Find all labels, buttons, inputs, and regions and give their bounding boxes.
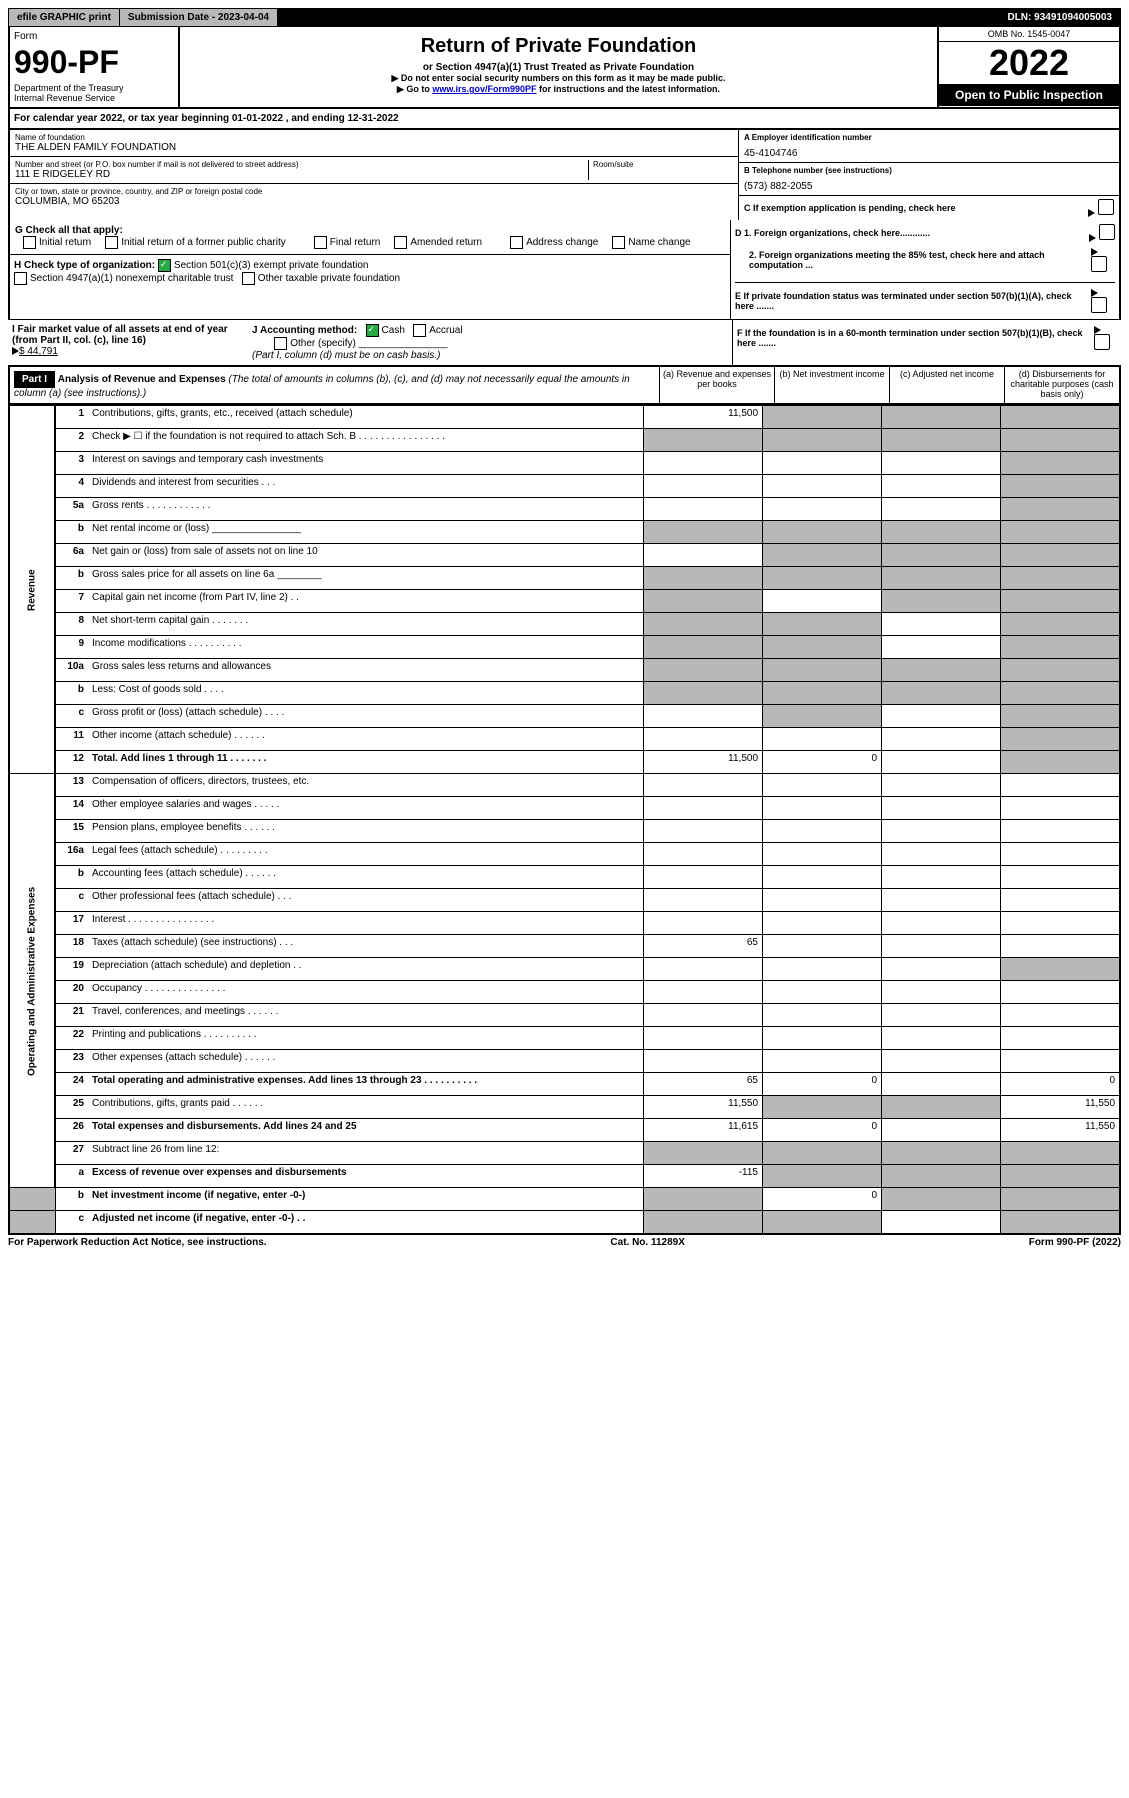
row-2: 2Check ▶ ☐ if the foundation is not requ…	[9, 429, 1120, 452]
row-14: 14Other employee salaries and wages . . …	[9, 797, 1120, 820]
checkbox-other-tax[interactable]	[242, 272, 255, 285]
part1-label: Part I	[14, 371, 55, 388]
row-10a: 10aGross sales less returns and allowanc…	[9, 659, 1120, 682]
row-12: 12Total. Add lines 1 through 11 . . . . …	[9, 751, 1120, 774]
row-6a: 6aNet gain or (loss) from sale of assets…	[9, 544, 1120, 567]
row-7: 7Capital gain net income (from Part IV, …	[9, 590, 1120, 613]
checkbox-c[interactable]	[1098, 199, 1114, 215]
row-13: Operating and Administrative Expenses13C…	[9, 774, 1120, 797]
checkbox-address[interactable]	[510, 236, 523, 249]
checkbox-f[interactable]	[1094, 334, 1110, 350]
checkbox-initial-former[interactable]	[105, 236, 118, 249]
address: Number and street (or P.O. box number if…	[10, 157, 738, 184]
row-10b: bLess: Cost of goods sold . . . .	[9, 682, 1120, 705]
checkbox-e[interactable]	[1091, 297, 1107, 313]
section-ij: I Fair market value of all assets at end…	[8, 320, 1121, 367]
row-21: 21Travel, conferences, and meetings . . …	[9, 1004, 1120, 1027]
row-25: 25Contributions, gifts, grants paid . . …	[9, 1096, 1120, 1119]
city-state: City or town, state or province, country…	[10, 184, 738, 210]
omb-number: OMB No. 1545-0047	[939, 27, 1119, 42]
revenue-label: Revenue	[9, 406, 55, 774]
row-22: 22Printing and publications . . . . . . …	[9, 1027, 1120, 1050]
submission-date: Submission Date - 2023-04-04	[120, 9, 278, 26]
telephone: B Telephone number (see instructions) (5…	[739, 163, 1119, 196]
row-9: 9Income modifications . . . . . . . . . …	[9, 636, 1120, 659]
arrow-icon	[1088, 209, 1095, 217]
checkbox-cash[interactable]	[366, 324, 379, 337]
row-16c: cOther professional fees (attach schedul…	[9, 889, 1120, 912]
row-26: 26Total expenses and disbursements. Add …	[9, 1119, 1120, 1142]
calendar-year: For calendar year 2022, or tax year begi…	[8, 109, 1121, 130]
irs-label: Internal Revenue Service	[14, 93, 174, 103]
line-f: F If the foundation is in a 60-month ter…	[737, 324, 1117, 352]
form-subtitle: or Section 4947(a)(1) Trust Treated as P…	[184, 62, 933, 73]
line-e: E If private foundation status was termi…	[735, 282, 1115, 315]
dln: DLN: 93491094005003	[999, 9, 1120, 26]
footer: For Paperwork Reduction Act Notice, see …	[8, 1237, 1121, 1248]
checkbox-501c3[interactable]	[158, 259, 171, 272]
row-16a: 16aLegal fees (attach schedule) . . . . …	[9, 843, 1120, 866]
part1-header: Part I Analysis of Revenue and Expenses …	[8, 367, 1121, 405]
row-1: Revenue1Contributions, gifts, grants, et…	[9, 406, 1120, 429]
checkbox-4947[interactable]	[14, 272, 27, 285]
row-24: 24Total operating and administrative exp…	[9, 1073, 1120, 1096]
row-10c: cGross profit or (loss) (attach schedule…	[9, 705, 1120, 728]
dept-treasury: Department of the Treasury	[14, 83, 174, 93]
row-17: 17Interest . . . . . . . . . . . . . . .…	[9, 912, 1120, 935]
section-g: G Check all that apply: Initial return I…	[10, 220, 730, 255]
col-a: (a) Revenue and expenses per books	[659, 367, 774, 403]
foundation-name: Name of foundation THE ALDEN FAMILY FOUN…	[10, 130, 738, 157]
row-3: 3Interest on savings and temporary cash …	[9, 452, 1120, 475]
checkbox-amended[interactable]	[394, 236, 407, 249]
row-8: 8Net short-term capital gain . . . . . .…	[9, 613, 1120, 636]
row-27c: cAdjusted net income (if negative, enter…	[9, 1211, 1120, 1235]
row-19: 19Depreciation (attach schedule) and dep…	[9, 958, 1120, 981]
topbar: efile GRAPHIC print Submission Date - 20…	[8, 8, 1121, 27]
checkbox-initial[interactable]	[23, 236, 36, 249]
row-6b: bGross sales price for all assets on lin…	[9, 567, 1120, 590]
info-block: Name of foundation THE ALDEN FAMILY FOUN…	[8, 130, 1121, 220]
form-number: 990-PF	[14, 44, 174, 81]
checkbox-d1[interactable]	[1099, 224, 1115, 240]
form-header: Form 990-PF Department of the Treasury I…	[8, 27, 1121, 109]
efile-print-button[interactable]: efile GRAPHIC print	[9, 9, 120, 26]
row-5a: 5aGross rents . . . . . . . . . . . .	[9, 498, 1120, 521]
row-11: 11Other income (attach schedule) . . . .…	[9, 728, 1120, 751]
row-27: 27Subtract line 26 from line 12:	[9, 1142, 1120, 1165]
row-27b: bNet investment income (if negative, ent…	[9, 1188, 1120, 1211]
row-23: 23Other expenses (attach schedule) . . .…	[9, 1050, 1120, 1073]
checkbox-d2[interactable]	[1091, 256, 1107, 272]
section-h: H Check type of organization: Section 50…	[10, 255, 730, 289]
checkbox-final[interactable]	[314, 236, 327, 249]
paperwork-notice: For Paperwork Reduction Act Notice, see …	[8, 1237, 267, 1248]
instruction-2: ▶ Go to www.irs.gov/Form990PF for instru…	[184, 84, 933, 95]
line-c: C If exemption application is pending, c…	[739, 196, 1119, 220]
revenue-expense-table: Revenue1Contributions, gifts, grants, et…	[8, 405, 1121, 1235]
form-label: Form	[14, 31, 174, 42]
row-18: 18Taxes (attach schedule) (see instructi…	[9, 935, 1120, 958]
form-title: Return of Private Foundation	[184, 35, 933, 58]
row-15: 15Pension plans, employee benefits . . .…	[9, 820, 1120, 843]
form-ref: Form 990-PF (2022)	[1029, 1237, 1121, 1248]
instruction-1: ▶ Do not enter social security numbers o…	[184, 73, 933, 84]
row-16b: bAccounting fees (attach schedule) . . .…	[9, 866, 1120, 889]
row-20: 20Occupancy . . . . . . . . . . . . . . …	[9, 981, 1120, 1004]
open-public: Open to Public Inspection	[939, 84, 1119, 106]
catalog-number: Cat. No. 11289X	[610, 1237, 684, 1248]
row-4: 4Dividends and interest from securities …	[9, 475, 1120, 498]
tax-year: 2022	[939, 42, 1119, 84]
col-d: (d) Disbursements for charitable purpose…	[1004, 367, 1119, 403]
row-27a: aExcess of revenue over expenses and dis…	[9, 1165, 1120, 1188]
row-5b: bNet rental income or (loss) ___________…	[9, 521, 1120, 544]
ein: A Employer identification number 45-4104…	[739, 130, 1119, 163]
checkbox-other-method[interactable]	[274, 337, 287, 350]
expenses-label: Operating and Administrative Expenses	[9, 774, 55, 1188]
col-c: (c) Adjusted net income	[889, 367, 1004, 403]
checkbox-name[interactable]	[612, 236, 625, 249]
line-d2: 2. Foreign organizations meeting the 85%…	[735, 246, 1115, 274]
col-b: (b) Net investment income	[774, 367, 889, 403]
irs-link[interactable]: www.irs.gov/Form990PF	[432, 84, 536, 94]
checkbox-accrual[interactable]	[413, 324, 426, 337]
line-d1: D 1. Foreign organizations, check here..…	[735, 224, 1115, 242]
